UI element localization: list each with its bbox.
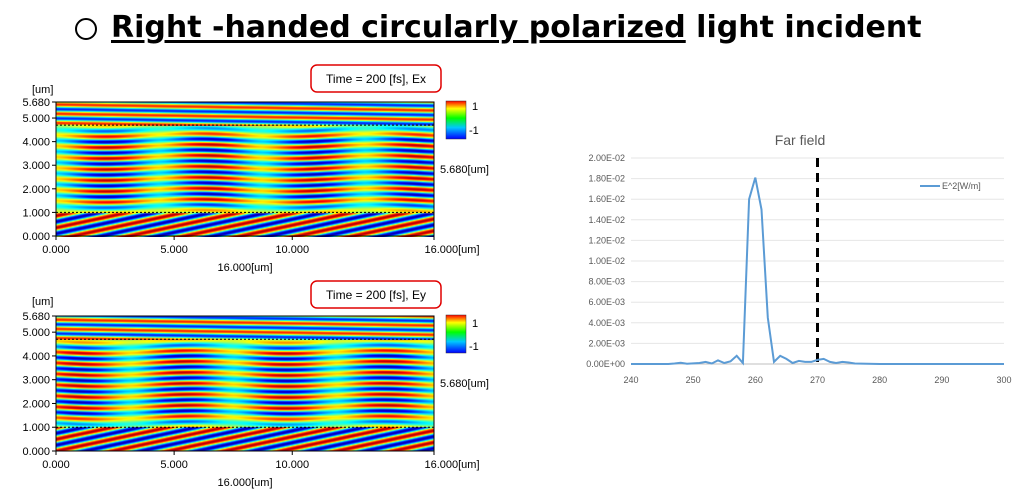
x-tick-label: 16.000[um]	[424, 459, 479, 471]
x-tick-label: 0.000	[42, 459, 70, 471]
dashed-lines-ey	[56, 338, 434, 428]
colorbar-min-ey: -1	[469, 341, 479, 353]
y-tick-label: 4.000	[22, 137, 50, 149]
x-tick-label: 280	[872, 375, 887, 385]
x-tick-label: 250	[686, 375, 701, 385]
annotation-ey: Time = 200 [fs], Ey	[326, 288, 426, 302]
y-tick-label: 1.000	[22, 422, 50, 434]
far-field-series-line	[631, 177, 1004, 366]
y-ticks-ey: 0.000 1.000 2.000 3.000 4.000 5.000 5.680	[22, 311, 56, 458]
y-tick-label: 8.00E-03	[588, 277, 625, 287]
y-unit-label-ex: [um]	[32, 84, 53, 96]
title-rest: light incident	[685, 10, 922, 45]
colorbar-ex	[445, 100, 467, 140]
y-tick-label: 1.80E-02	[588, 174, 625, 184]
far-field-x-ticks: 240 250 260 270 280 290 300	[623, 375, 1011, 385]
y-tick-label: 0.000	[22, 231, 50, 243]
x-tick-label: 270	[810, 375, 825, 385]
y-tick-label: 2.000	[22, 184, 50, 196]
y-tick-label: 0.000	[22, 446, 50, 458]
x-label-ey: 16.000[um]	[217, 477, 272, 489]
y-tick-label: 2.00E-02	[588, 153, 625, 163]
far-field-title: Far field	[775, 132, 826, 148]
x-tick-label: 290	[934, 375, 949, 385]
y-tick-label: 1.000	[22, 207, 50, 219]
y-tick-label: 1.20E-02	[588, 235, 625, 245]
x-tick-label: 300	[996, 375, 1011, 385]
y-tick-label: 5.000	[22, 327, 50, 339]
plot-frame	[55, 101, 435, 237]
y-tick-label: 3.000	[22, 160, 50, 172]
x-tick-label: 16.000[um]	[424, 244, 479, 256]
y-tick-label: 3.000	[22, 375, 50, 387]
colorbar-ey	[445, 314, 467, 354]
y-tick-label: 5.000	[22, 113, 50, 125]
field-map-ex	[56, 102, 434, 237]
x-tick-label: 10.000	[275, 459, 309, 471]
x-label-ex: 16.000[um]	[217, 262, 272, 274]
x-tick-label: 240	[623, 375, 638, 385]
x-tick-label: 10.000	[275, 244, 309, 256]
field-map-ey	[56, 316, 434, 451]
colorbar-min-ex: -1	[469, 125, 479, 137]
heatmap-ex: Time = 200 [fs], Ex [um] 0.000 1.000 2.000…	[22, 64, 489, 274]
legend-label: E^2[W/m]	[942, 181, 981, 191]
far-field-y-ticks: 0.00E+00 2.00E-03 4.00E-03 6.00E-03 8.00E-03…	[586, 153, 625, 369]
x-ticks-ey: 0.000 5.000 10.000 16.000[um]	[42, 451, 480, 471]
y-tick-label: 0.00E+00	[586, 359, 625, 369]
y-tick-label: 5.680	[22, 97, 50, 109]
y-ticks-ex: 0.000 1.000 2.000 3.000 4.000 5.000 5.680	[22, 97, 56, 243]
y-tick-label: 4.00E-03	[588, 318, 625, 328]
y-tick-label: 1.60E-02	[588, 194, 625, 204]
y-tick-label: 2.00E-03	[588, 338, 625, 348]
far-field-chart: Far field 0.00E+00 2.00E-03 4.00E-03 6.00E-…	[586, 132, 1011, 385]
y-tick-label: 1.00E-02	[588, 256, 625, 266]
colorbar-max-ex: 1	[472, 101, 478, 113]
title-underlined: Right -handed circularly polarized	[111, 10, 686, 45]
y-tick-label: 4.000	[22, 351, 50, 363]
circle-marker-icon	[75, 18, 97, 40]
x-tick-label: 260	[748, 375, 763, 385]
slide-title: Right -handed circularly polarized light…	[75, 6, 922, 50]
dashed-lines-ex	[56, 124, 434, 213]
colorbar-max-ey: 1	[472, 318, 478, 330]
y-tick-label: 2.000	[22, 398, 50, 410]
annotation-box-ey	[310, 280, 442, 309]
x-tick-label: 0.000	[42, 244, 70, 256]
side-label-ex: 5.680[um]	[440, 164, 489, 176]
x-ticks-ex: 0.000 5.000 10.000 16.000[um]	[42, 236, 480, 256]
x-tick-label: 5.000	[160, 244, 188, 256]
annotation-box-ex	[310, 64, 442, 93]
x-tick-label: 5.000	[160, 459, 188, 471]
y-tick-label: 1.40E-02	[588, 215, 625, 225]
annotation-ex: Time = 200 [fs], Ex	[326, 72, 426, 86]
heatmap-ey: Time = 200 [fs], Ey [um] 0.000 1.000 2.000…	[22, 280, 489, 489]
y-unit-label-ey: [um]	[32, 296, 53, 308]
y-tick-label: 5.680	[22, 311, 50, 323]
y-tick-label: 6.00E-03	[588, 297, 625, 307]
plot-frame	[55, 315, 435, 452]
side-label-ey: 5.680[um]	[440, 378, 489, 390]
